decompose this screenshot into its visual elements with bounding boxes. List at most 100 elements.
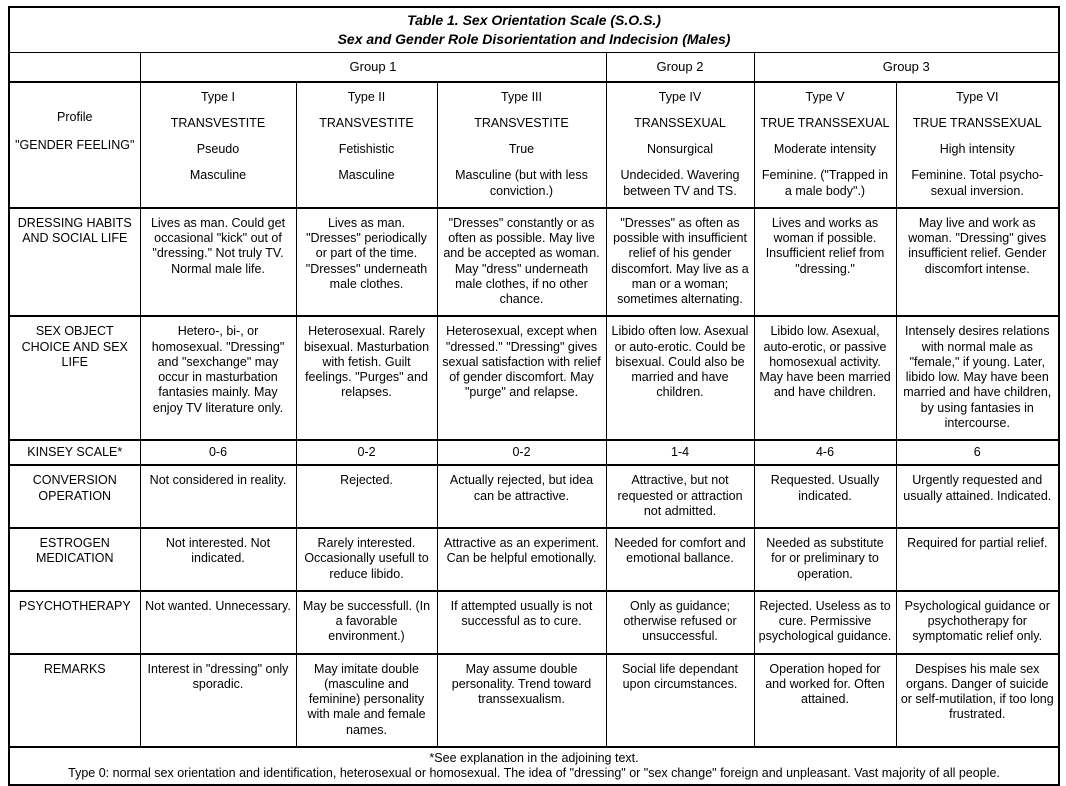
row-cell: Attractive as an experiment. Can be help… — [436, 527, 607, 592]
profile-cell-type-4: Type IV TRANSSEXUAL Nonsurgical Undecide… — [605, 81, 755, 209]
document-sheet: Table 1. Sex Orientation Scale (S.O.S.) … — [8, 6, 1061, 786]
type-category: TRUE TRANSSEXUAL — [760, 115, 890, 130]
row-cell: Despises his male sex organs. Danger of … — [895, 653, 1060, 748]
row-cell: Intensely desires relations with normal … — [895, 315, 1060, 442]
row-cell: Psychological guidance or psychotherapy … — [895, 590, 1060, 655]
type-name: Type IV — [658, 89, 702, 104]
profile-row: Profile "GENDER FEELING" Type I TRANSVES… — [8, 81, 1060, 209]
type-qualifier: Pseudo — [196, 142, 240, 157]
type-name: Type I — [200, 89, 236, 104]
row-cell: May be successfull. (In a favorable envi… — [295, 590, 438, 655]
title-row: Table 1. Sex Orientation Scale (S.O.S.) … — [8, 6, 1060, 53]
type-gender-feeling: Undecided. Wavering between TV and TS. — [620, 168, 740, 198]
table-row-sex-object-choice: SEX OBJECT CHOICE AND SEX LIFE Hetero-, … — [8, 315, 1060, 442]
type-category: TRANSSEXUAL — [634, 115, 726, 130]
table-title: Table 1. Sex Orientation Scale (S.O.S.) … — [8, 6, 1060, 53]
row-cell: Actually rejected, but idea can be attra… — [436, 464, 607, 530]
type-qualifier: Nonsurgical — [646, 142, 713, 157]
row-cell: Requested. Usually indicated. — [753, 464, 897, 530]
table-row-dressing-habits: DRESSING HABITS AND SOCIAL LIFE Lives as… — [8, 207, 1060, 318]
footnote-row: *See explanation in the adjoining text. … — [8, 746, 1060, 786]
row-label: REMARKS — [8, 653, 141, 748]
table-row-psychotherapy: PSYCHOTHERAPY Not wanted. Unnecessary. M… — [8, 590, 1060, 655]
row-cell: Rejected. Useless as to cure. Permissive… — [753, 590, 897, 655]
profile-label-line-2: "GENDER FEELING" — [15, 137, 135, 152]
row-cell: 0-2 — [295, 439, 438, 467]
type-name: Type II — [347, 89, 386, 104]
sos-table: Table 1. Sex Orientation Scale (S.O.S.) … — [8, 6, 1061, 786]
table-row-estrogen-medication: ESTROGEN MEDICATION Not interested. Not … — [8, 527, 1060, 592]
row-cell: Lives as man. "Dresses" periodically or … — [295, 207, 438, 318]
profile-row-label: Profile "GENDER FEELING" — [8, 81, 141, 209]
group-header-corner — [8, 51, 141, 83]
group-header-group-1: Group 1 — [139, 51, 607, 83]
row-label: KINSEY SCALE* — [8, 439, 141, 467]
row-cell: If attempted usually is not successful a… — [436, 590, 607, 655]
row-label: CONVERSION OPERATION — [8, 464, 141, 530]
profile-cell-type-3: Type III TRANSVESTITE True Masculine (bu… — [436, 81, 607, 209]
group-header-group-2: Group 2 — [605, 51, 755, 83]
table-title-line-2: Sex and Gender Role Disorientation and I… — [337, 30, 731, 47]
row-cell: Social life dependant upon circumstances… — [605, 653, 755, 748]
row-cell: Heterosexual, except when "dressed." "Dr… — [436, 315, 607, 442]
type-name: Type V — [805, 89, 845, 104]
row-cell: Urgently requested and usually attained.… — [895, 464, 1060, 530]
type-category: TRUE TRANSSEXUAL — [912, 115, 1042, 130]
row-cell: Interest in "dressing" only sporadic. — [139, 653, 297, 748]
row-cell: Rejected. — [295, 464, 438, 530]
row-cell: Not interested. Not indicated. — [139, 527, 297, 592]
row-label: SEX OBJECT CHOICE AND SEX LIFE — [8, 315, 141, 442]
group-header-group-3: Group 3 — [753, 51, 1060, 83]
row-cell: 0-2 — [436, 439, 607, 467]
row-cell: Operation hoped for and worked for. Ofte… — [753, 653, 897, 748]
row-cell: Lives as man. Could get occasional "kick… — [139, 207, 297, 318]
row-cell: May assume double personality. Trend tow… — [436, 653, 607, 748]
profile-cell-type-6: Type VI TRUE TRANSSEXUAL High intensity … — [895, 81, 1060, 209]
row-cell: "Dresses" as often as possible with insu… — [605, 207, 755, 318]
type-category: TRANSVESTITE — [170, 115, 266, 130]
footnote-asterisk: *See explanation in the adjoining text. — [429, 750, 639, 765]
row-cell: Attractive, but not requested or attract… — [605, 464, 755, 530]
profile-cell-type-2: Type II TRANSVESTITE Fetishistic Masculi… — [295, 81, 438, 209]
type-qualifier: Moderate intensity — [773, 142, 877, 157]
profile-cell-type-5: Type V TRUE TRANSSEXUAL Moderate intensi… — [753, 81, 897, 209]
type-category: TRANSVESTITE — [474, 115, 569, 130]
row-cell: "Dresses" constantly or as often as poss… — [436, 207, 607, 318]
footnote-type-zero: Type 0: normal sex orientation and ident… — [68, 766, 1000, 781]
type-qualifier: True — [508, 142, 535, 157]
row-cell: Needed as substitute for or preliminary … — [753, 527, 897, 592]
type-name: Type VI — [956, 89, 999, 104]
row-cell: Libido often low. Asexual or auto-erotic… — [605, 315, 755, 442]
row-cell: Needed for comfort and emotional ballanc… — [605, 527, 755, 592]
row-label: ESTROGEN MEDICATION — [8, 527, 141, 592]
type-gender-feeling: Feminine. Total psycho-sexual inversion. — [911, 168, 1044, 198]
row-cell: Hetero-, bi-, or homosexual. "Dressing" … — [139, 315, 297, 442]
type-qualifier: High intensity — [939, 142, 1015, 157]
group-header-row: Group 1 Group 2 Group 3 — [8, 51, 1060, 83]
row-cell: 4-6 — [753, 439, 897, 467]
row-cell: Heterosexual. Rarely bisexual. Masturbat… — [295, 315, 438, 442]
table-row-remarks: REMARKS Interest in "dressing" only spor… — [8, 653, 1060, 748]
type-name: Type III — [501, 89, 542, 104]
row-cell: Libido low. Asexual, auto-erotic, or pas… — [753, 315, 897, 442]
row-label: DRESSING HABITS AND SOCIAL LIFE — [8, 207, 141, 318]
row-cell: May live and work as woman. "Dressing" g… — [895, 207, 1060, 318]
type-category: TRANSVESTITE — [319, 115, 414, 130]
type-gender-feeling: Feminine. ("Trapped in a male body".) — [761, 168, 889, 198]
type-qualifier: Fetishistic — [338, 142, 395, 157]
table-row-kinsey-scale: KINSEY SCALE* 0-6 0-2 0-2 1-4 4-6 6 — [8, 439, 1060, 467]
row-cell: May imitate double (masculine and femini… — [295, 653, 438, 748]
table-row-conversion-operation: CONVERSION OPERATION Not considered in r… — [8, 464, 1060, 530]
row-cell: Required for partial relief. — [895, 527, 1060, 592]
row-cell: Only as guidance; otherwise refused or u… — [605, 590, 755, 655]
type-gender-feeling: Masculine — [189, 168, 247, 183]
type-gender-feeling: Masculine — [338, 168, 395, 183]
footnotes: *See explanation in the adjoining text. … — [8, 746, 1060, 786]
row-cell: Lives and works as woman if possible. In… — [753, 207, 897, 318]
row-cell: 6 — [895, 439, 1060, 467]
row-cell: 0-6 — [139, 439, 297, 467]
profile-cell-type-1: Type I TRANSVESTITE Pseudo Masculine — [139, 81, 297, 209]
row-cell: Rarely interested. Occasionally usefull … — [295, 527, 438, 592]
profile-label-line-1: Profile — [57, 109, 93, 124]
row-cell: Not considered in reality. — [139, 464, 297, 530]
